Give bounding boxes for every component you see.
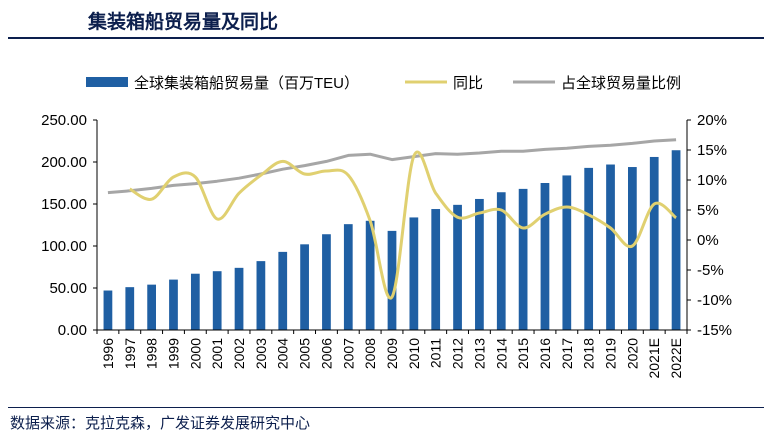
bar-trade-volume	[409, 217, 419, 330]
x-tick-label: 2007	[340, 338, 356, 369]
left-tick-label: 50.00	[49, 280, 87, 297]
bar-trade-volume	[234, 267, 244, 330]
bar-trade-volume	[431, 209, 441, 330]
x-tick-label: 1996	[100, 338, 116, 369]
left-tick-label: 0.00	[58, 322, 87, 339]
x-tick-label: 2006	[318, 338, 334, 369]
bar-trade-volume	[540, 183, 550, 330]
bar-trade-volume	[475, 198, 484, 330]
right-tick-label: 10%	[697, 172, 727, 189]
title-divider	[8, 37, 764, 39]
bar-series	[103, 150, 681, 330]
bar-trade-volume	[190, 273, 200, 330]
footer-divider	[8, 407, 764, 408]
left-tick-label: 100.00	[41, 238, 87, 255]
x-tick-label: 2016	[537, 338, 553, 369]
line-share-of-global-trade	[107, 138, 677, 195]
legend-label: 占全球贸易量比例	[561, 74, 681, 92]
x-tick-label: 2014	[493, 338, 509, 369]
bar-trade-volume	[322, 234, 331, 330]
bar-trade-volume	[169, 279, 178, 330]
x-tick-label: 2008	[362, 338, 378, 369]
bar-trade-volume	[496, 192, 506, 330]
x-tick-label: 2000	[187, 338, 203, 369]
x-tick-label: 2002	[231, 338, 247, 369]
chart-legend: 全球集装箱船贸易量（百万TEU） 同比 占全球贸易量比例	[86, 74, 681, 92]
page-title: 集装箱船贸易量及同比	[88, 11, 279, 33]
x-tick-label: 2003	[253, 338, 269, 369]
bar-trade-volume	[518, 188, 528, 330]
bar-trade-volume	[387, 230, 397, 330]
x-tick-label: 2022E	[668, 338, 684, 378]
bar-trade-volume	[343, 224, 353, 330]
x-tick-label: 2012	[450, 338, 466, 369]
bar-trade-volume	[300, 244, 309, 330]
x-tick-label: 2021E	[646, 338, 662, 378]
x-tick-label: 1997	[122, 338, 138, 369]
bar-trade-volume	[584, 167, 594, 330]
bar-trade-volume	[256, 261, 266, 330]
left-tick-label: 200.00	[41, 154, 87, 171]
x-tick-label: 2004	[275, 338, 291, 369]
right-tick-label: -10%	[697, 292, 732, 309]
bar-trade-volume	[147, 284, 156, 330]
x-tick-label: 2001	[209, 338, 225, 369]
bar-trade-volume	[628, 167, 637, 330]
data-source-note: 数据来源：克拉克森，广发证券发展研究中心	[10, 414, 311, 432]
left-tick-label: 250.00	[41, 112, 87, 129]
bar-trade-volume	[365, 220, 375, 330]
x-tick-label: 2015	[515, 338, 531, 369]
x-tick-label: 2009	[384, 338, 400, 369]
bar-trade-volume	[671, 150, 681, 330]
x-tick-label: 2005	[297, 338, 313, 369]
bar-trade-volume	[278, 251, 288, 330]
bar-trade-volume	[212, 271, 222, 330]
x-tick-label: 1998	[144, 338, 160, 369]
bar-trade-volume	[649, 156, 659, 330]
x-tick-label: 2017	[559, 338, 575, 369]
right-tick-label: 0%	[697, 232, 719, 249]
right-tick-label: 20%	[697, 112, 727, 129]
bar-trade-volume	[606, 164, 615, 330]
line-series	[107, 138, 678, 300]
x-tick-label: 2020	[624, 338, 640, 369]
x-tick-label: 2010	[406, 338, 422, 369]
right-tick-label: 15%	[697, 142, 727, 159]
left-tick-label: 150.00	[41, 196, 87, 213]
bar-trade-volume	[103, 290, 113, 330]
x-tick-label: 2013	[471, 338, 487, 369]
x-tick-label: 2019	[603, 338, 619, 369]
legend-swatch-bar	[86, 77, 128, 87]
x-tick-label: 2018	[581, 338, 597, 369]
x-tick-label: 1999	[165, 338, 181, 369]
x-tick-label: 2011	[428, 338, 444, 368]
bar-trade-volume	[453, 204, 462, 330]
right-tick-label: -15%	[697, 322, 732, 339]
bar-trade-volume	[125, 287, 135, 330]
right-tick-label: -5%	[697, 262, 724, 279]
chart-axes: 0.00 50.00 100.00 150.00 200.00 250.00 -15% -10…	[41, 112, 732, 378]
bar-trade-volume	[562, 175, 572, 330]
legend-label: 全球集装箱船贸易量（百万TEU）	[134, 74, 359, 92]
right-tick-label: 5%	[697, 202, 719, 219]
line-yoy-growth	[129, 150, 678, 300]
legend-label: 同比	[453, 75, 483, 92]
